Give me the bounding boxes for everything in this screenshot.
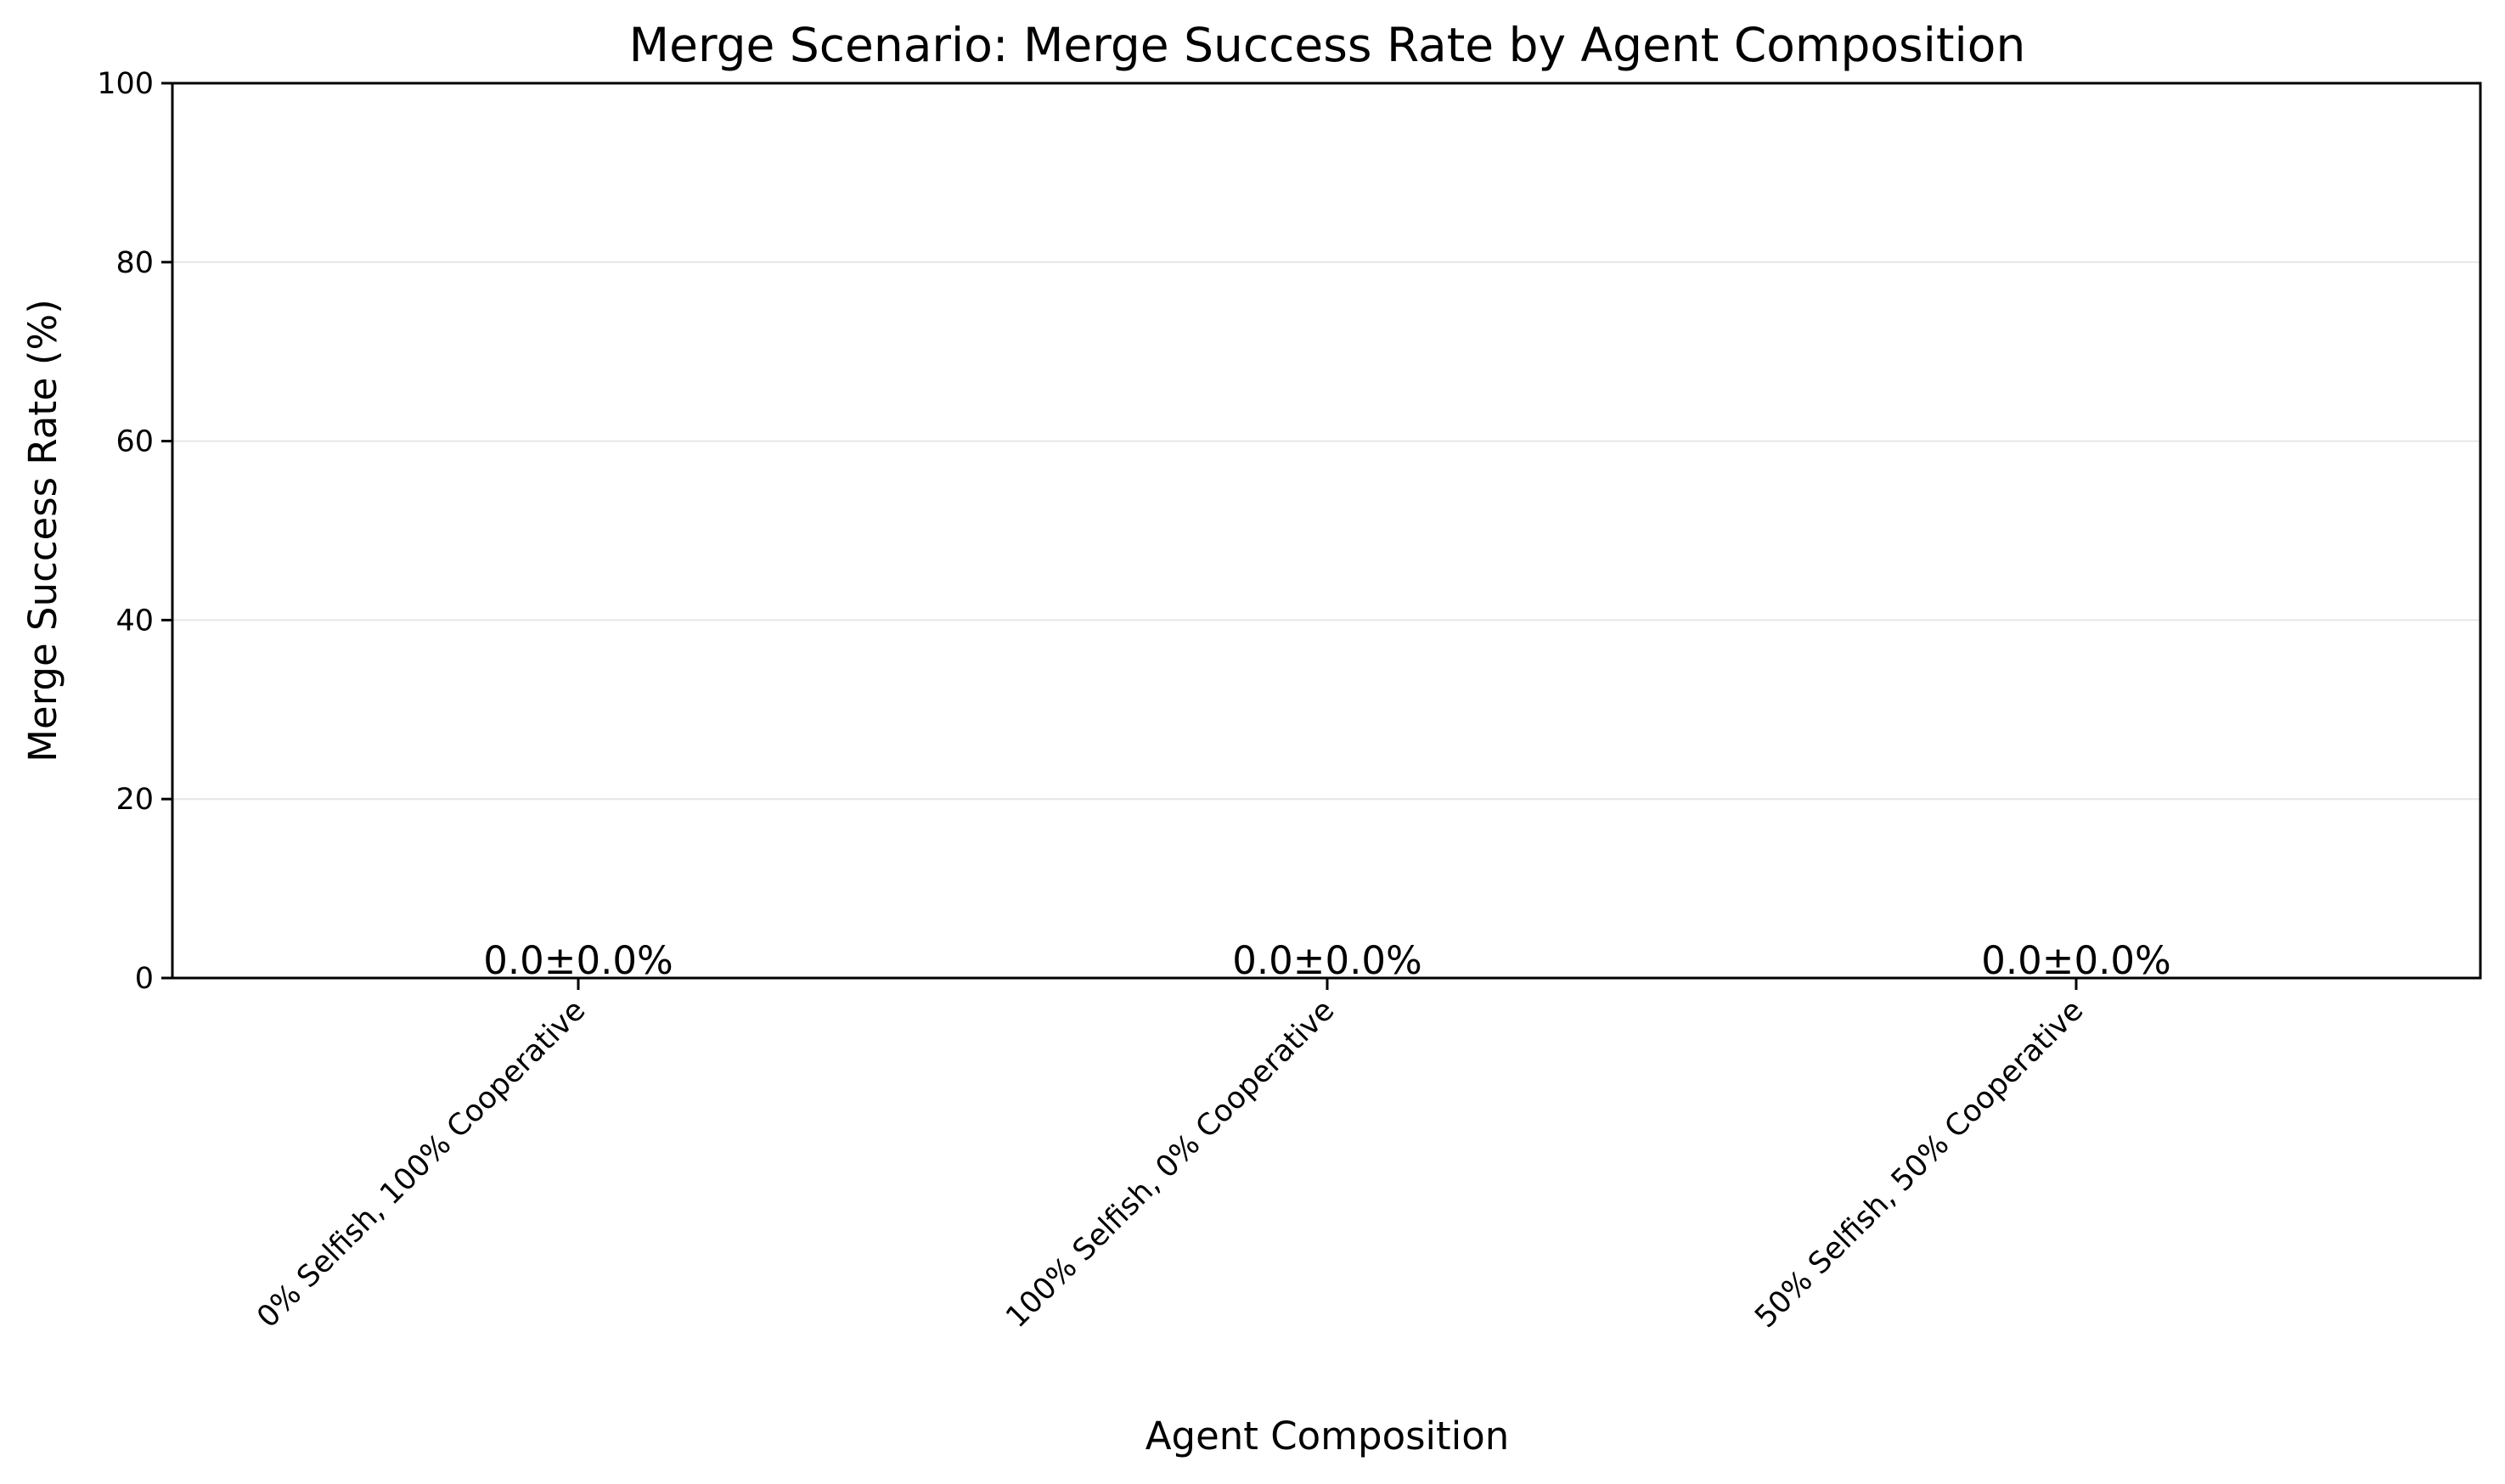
y-tick-label: 40 <box>115 604 154 638</box>
x-tick-label: 50% Selfish, 50% Cooperative <box>1748 993 2090 1335</box>
bar-value-label: 0.0±0.0% <box>1981 938 2171 983</box>
x-axis-label: Agent Composition <box>1146 1414 1510 1459</box>
y-tick-label: 60 <box>115 425 154 459</box>
bar-value-label: 0.0±0.0% <box>1232 938 1422 983</box>
chart-title: Merge Scenario: Merge Success Rate by Ag… <box>629 18 2026 72</box>
x-tick-label: 100% Selfish, 0% Cooperative <box>999 993 1341 1335</box>
y-tick-label: 20 <box>115 783 154 817</box>
y-tick-label: 0 <box>135 962 154 996</box>
value-labels: 0.0±0.0% 0.0±0.0% 0.0±0.0% <box>483 938 2171 983</box>
y-tick-label: 80 <box>115 246 154 280</box>
x-axis-ticks: 0% Selfish, 100% Cooperative 100% Selfish… <box>250 978 2090 1335</box>
plot-frame <box>171 82 2482 980</box>
grid-layer <box>172 261 2480 801</box>
x-tick-label: 0% Selfish, 100% Cooperative <box>250 993 592 1335</box>
y-axis-label: Merge Success Rate (%) <box>20 299 65 762</box>
y-tick-label: 100 <box>97 67 154 101</box>
y-axis-ticks: 0 20 40 60 80 100 <box>97 67 172 996</box>
bar-value-label: 0.0±0.0% <box>483 938 673 983</box>
